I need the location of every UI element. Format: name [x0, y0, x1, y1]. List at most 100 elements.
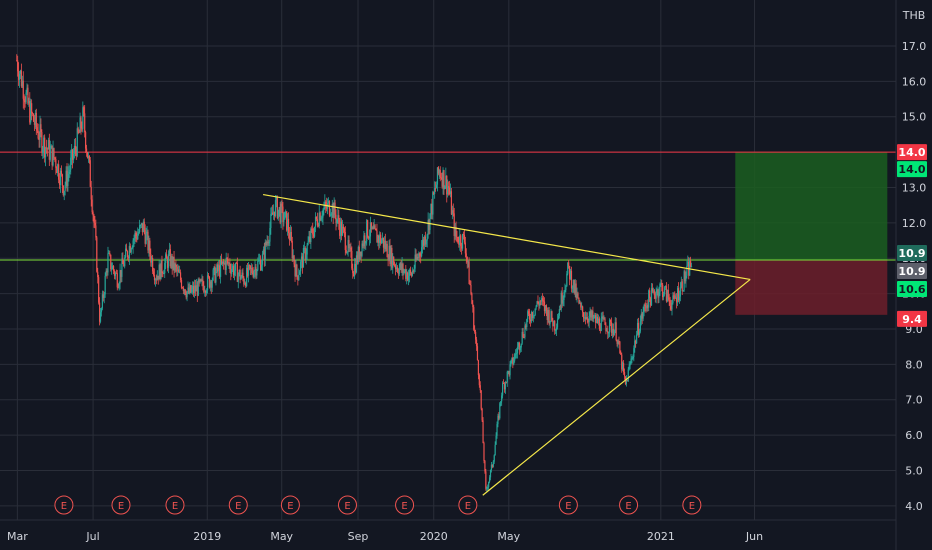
candle-body: [323, 207, 325, 210]
candle-body: [58, 164, 60, 180]
price-tick-label: 6.0: [905, 429, 923, 442]
candle-body: [159, 264, 161, 280]
candle-body: [332, 203, 334, 218]
candle-body: [483, 443, 485, 461]
candle-body: [633, 348, 635, 357]
candle-body: [448, 187, 451, 195]
candle-body: [443, 170, 445, 189]
candle-body: [147, 231, 149, 251]
candle-body: [557, 315, 560, 320]
candle-body: [638, 331, 641, 335]
candle-body: [401, 263, 403, 271]
candle-body: [259, 259, 261, 261]
candle-body: [577, 293, 579, 298]
candle-body: [49, 148, 51, 160]
candle-body: [351, 250, 353, 269]
candle-body: [662, 284, 664, 298]
candle-body: [83, 107, 85, 114]
candle-body: [330, 213, 332, 216]
candle-body: [231, 268, 233, 274]
candle-body: [190, 285, 192, 293]
candle-body: [453, 213, 455, 236]
candle-body: [434, 188, 437, 189]
candle-body: [233, 270, 236, 276]
candle-body: [553, 320, 555, 327]
price-tick-label: 17.0: [902, 40, 927, 53]
candle-body: [233, 265, 235, 276]
candle-body: [534, 308, 536, 315]
time-axis[interactable]: Mar Jul 2019 May Sep 2020 May 2021 Jun: [7, 530, 763, 543]
candle-body: [116, 273, 118, 288]
candle-body: [76, 128, 78, 156]
candle-body: [572, 279, 574, 288]
candle-body: [425, 240, 427, 245]
candle-body: [611, 328, 614, 333]
candle-body: [409, 269, 412, 274]
candle-body: [432, 192, 434, 215]
candle-body: [154, 279, 157, 281]
candle-body: [359, 251, 361, 260]
earnings-marker-label: E: [465, 501, 471, 512]
candle-body: [85, 148, 88, 153]
candle-body: [601, 316, 603, 319]
candle-body: [585, 316, 587, 320]
candle-body: [429, 213, 431, 230]
candle-body: [379, 234, 381, 243]
price-tag-0: [897, 144, 927, 161]
candle-body: [339, 223, 341, 236]
candle-body: [204, 291, 206, 293]
candle-body: [35, 112, 37, 128]
candle-body: [502, 383, 504, 396]
candle-body: [663, 287, 666, 295]
earnings-marker-label: E: [625, 501, 631, 512]
candle-body: [132, 240, 134, 248]
candle-body: [39, 124, 41, 140]
candle-body: [78, 132, 80, 134]
candle-body: [328, 201, 331, 216]
time-tick-label: 2021: [647, 530, 675, 543]
candle-body: [433, 192, 435, 194]
candle-body: [605, 324, 607, 332]
candle-body: [517, 342, 520, 347]
earnings-marker-icon: [682, 495, 702, 515]
candle-body: [463, 234, 466, 243]
candle-body: [529, 319, 532, 322]
candle-body: [152, 271, 155, 276]
candle-body: [194, 285, 197, 292]
candle-body: [30, 103, 32, 123]
price-tag-label: 10.9: [898, 247, 925, 260]
candle-body: [19, 70, 22, 74]
candle-body: [63, 190, 65, 196]
candle-body: [690, 266, 693, 268]
candle-body: [112, 266, 114, 270]
candle-body: [508, 371, 510, 376]
candle-body: [539, 300, 541, 306]
candle-body: [267, 241, 269, 244]
candle-body: [449, 191, 452, 195]
candle-body: [22, 80, 24, 99]
candle-body: [509, 364, 511, 376]
candle-body: [667, 289, 669, 298]
candle-body: [356, 255, 359, 263]
candle-body: [422, 239, 425, 246]
candle-body: [459, 235, 461, 245]
candle-body: [435, 184, 438, 189]
candle-body: [343, 228, 345, 232]
candle-body: [587, 320, 589, 323]
candle-body: [110, 254, 112, 270]
earnings-marker-icon: [337, 495, 357, 515]
trendlines: [262, 193, 751, 496]
candle-body: [320, 218, 322, 221]
candle-body: [579, 303, 581, 305]
candle-body: [311, 228, 313, 230]
candle-body: [565, 286, 567, 290]
candle-body: [317, 225, 319, 227]
candle-body: [166, 254, 168, 259]
candle-body: [304, 247, 306, 260]
candle-body: [475, 331, 477, 340]
candle-body: [135, 232, 137, 237]
candle-body: [274, 200, 277, 216]
candle-body: [148, 240, 150, 251]
